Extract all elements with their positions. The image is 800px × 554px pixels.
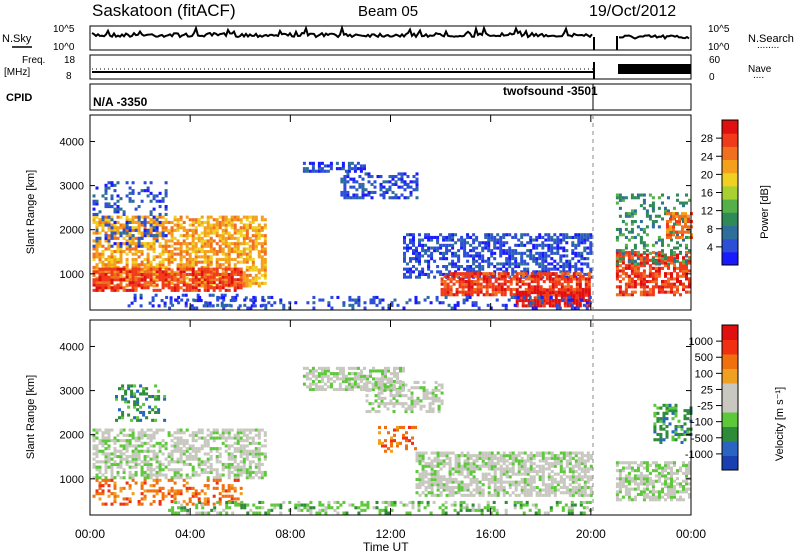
nave-label: Nave	[748, 64, 772, 75]
colorbar-tick-label: 16	[701, 188, 713, 200]
x-tick-label: 04:00	[175, 527, 205, 541]
x-axis: 00:00 04:00 08:00 12:00 16:00 20:00 00:00	[75, 115, 706, 541]
x-tick-label: 00:00	[676, 527, 706, 541]
colorbar-tick-label: 100	[695, 368, 713, 380]
freq-right-tick-top: 60	[709, 55, 721, 66]
ytick-label: 2000	[60, 430, 84, 442]
colorbar-swatch	[722, 368, 738, 384]
colorbar-tick-label: -500	[691, 433, 713, 445]
noise-right-tick-bottom: 10^0	[708, 42, 730, 53]
colorbar-swatch	[722, 455, 738, 471]
cpid-mode-2: twofsound -3501	[503, 84, 598, 98]
power-panel: 1000 2000 3000 4000 Slant Range [km] 28 24 20…	[25, 114, 771, 311]
freq-panel: Freq. [MHz] 18 8 60 0 Nave ....	[4, 54, 772, 83]
colorbar-swatch	[722, 159, 738, 174]
noise-sky-label: N.Sky	[2, 33, 32, 45]
ytick-label: 4000	[60, 136, 84, 148]
power-cbar-label: Power [dB]	[759, 185, 771, 239]
freq-left-tick-top: 18	[64, 55, 76, 66]
colorbar-tick-label: 20	[701, 169, 713, 181]
colorbar-swatch	[722, 339, 738, 355]
colorbar-swatch	[722, 397, 738, 413]
colorbar-swatch	[722, 441, 738, 456]
colorbar-swatch	[722, 325, 738, 340]
velocity-panel: 1000 2000 3000 4000 Slant Range [km] 1000 50…	[25, 319, 786, 516]
x-tick-label: 12:00	[375, 527, 405, 541]
colorbar-tick-label: 24	[701, 151, 713, 163]
x-axis-label: Time UT	[363, 540, 409, 554]
freq-left-tick-bottom: 8	[66, 71, 72, 82]
colorbar-tick-label: 1000	[689, 336, 713, 348]
velocity-cbar-label: Velocity [m s⁻¹]	[774, 387, 786, 461]
colorbar-tick-label: 8	[707, 224, 713, 236]
colorbar-swatch	[722, 383, 738, 398]
colorbar-tick-label: 28	[701, 133, 713, 145]
colorbar-swatch	[722, 354, 738, 369]
freq-label-line2: [MHz]	[4, 67, 30, 78]
x-tick-label: 16:00	[476, 527, 506, 541]
colorbar-swatch	[722, 426, 738, 442]
noise-search-label: N.Search	[748, 33, 794, 45]
colorbar-tick-label: 12	[701, 206, 713, 218]
ytick-label: 3000	[60, 386, 84, 398]
colorbar-swatch	[722, 185, 738, 200]
noise-left-tick-bottom: 10^0	[53, 42, 75, 53]
colorbar-swatch	[722, 225, 738, 240]
colorbar-tick-label: -100	[691, 417, 713, 429]
colorbar-tick-label: -25	[697, 401, 713, 413]
x-tick-label: 00:00	[75, 527, 105, 541]
noise-search-marker: ........	[757, 40, 779, 51]
freq-right-tick-bottom: 0	[709, 72, 715, 83]
colorbar-swatch	[722, 238, 738, 253]
colorbar-swatch	[722, 412, 738, 427]
nave-marker: ....	[753, 70, 764, 81]
cpid-mode-1: N/A -3350	[93, 95, 148, 109]
noise-left-tick-top: 10^5	[53, 24, 75, 35]
colorbar-tick-label: 4	[707, 242, 713, 254]
noise-right-tick-top: 10^5	[708, 24, 730, 35]
cpid-panel: CPID N/A -3350 twofsound -3501	[6, 83, 692, 111]
ytick-label: 1000	[60, 269, 84, 281]
date-title: 19/Oct/2012	[589, 3, 676, 20]
colorbar-swatch	[722, 146, 738, 161]
colorbar-swatch	[722, 212, 738, 226]
station-title: Saskatoon (fitACF)	[92, 1, 236, 20]
ytick-label: 2000	[60, 225, 84, 237]
colorbar-tick-label: -1000	[685, 449, 713, 461]
beam-title: Beam 05	[358, 3, 418, 20]
ytick-label: 4000	[60, 341, 84, 353]
colorbar-swatch	[722, 172, 738, 187]
x-tick-label: 08:00	[275, 527, 305, 541]
power-ylabel: Slant Range [km]	[25, 170, 37, 254]
noise-panel: N.Sky 10^5 10^0 10^5 10^0 N.Search .....…	[2, 24, 794, 53]
velocity-ylabel: Slant Range [km]	[25, 375, 37, 459]
colorbar-tick-label: 25	[701, 384, 713, 396]
colorbar-swatch	[722, 133, 738, 147]
x-tick-label: 20:00	[576, 527, 606, 541]
colorbar-swatch	[722, 120, 738, 134]
ytick-label: 3000	[60, 181, 84, 193]
colorbar-swatch	[722, 199, 738, 213]
colorbar-tick-label: 500	[695, 352, 713, 364]
freq-label-line1: Freq.	[22, 55, 45, 66]
ytick-label: 1000	[60, 474, 84, 486]
colorbar-swatch	[722, 251, 738, 266]
cpid-label: CPID	[6, 92, 32, 104]
